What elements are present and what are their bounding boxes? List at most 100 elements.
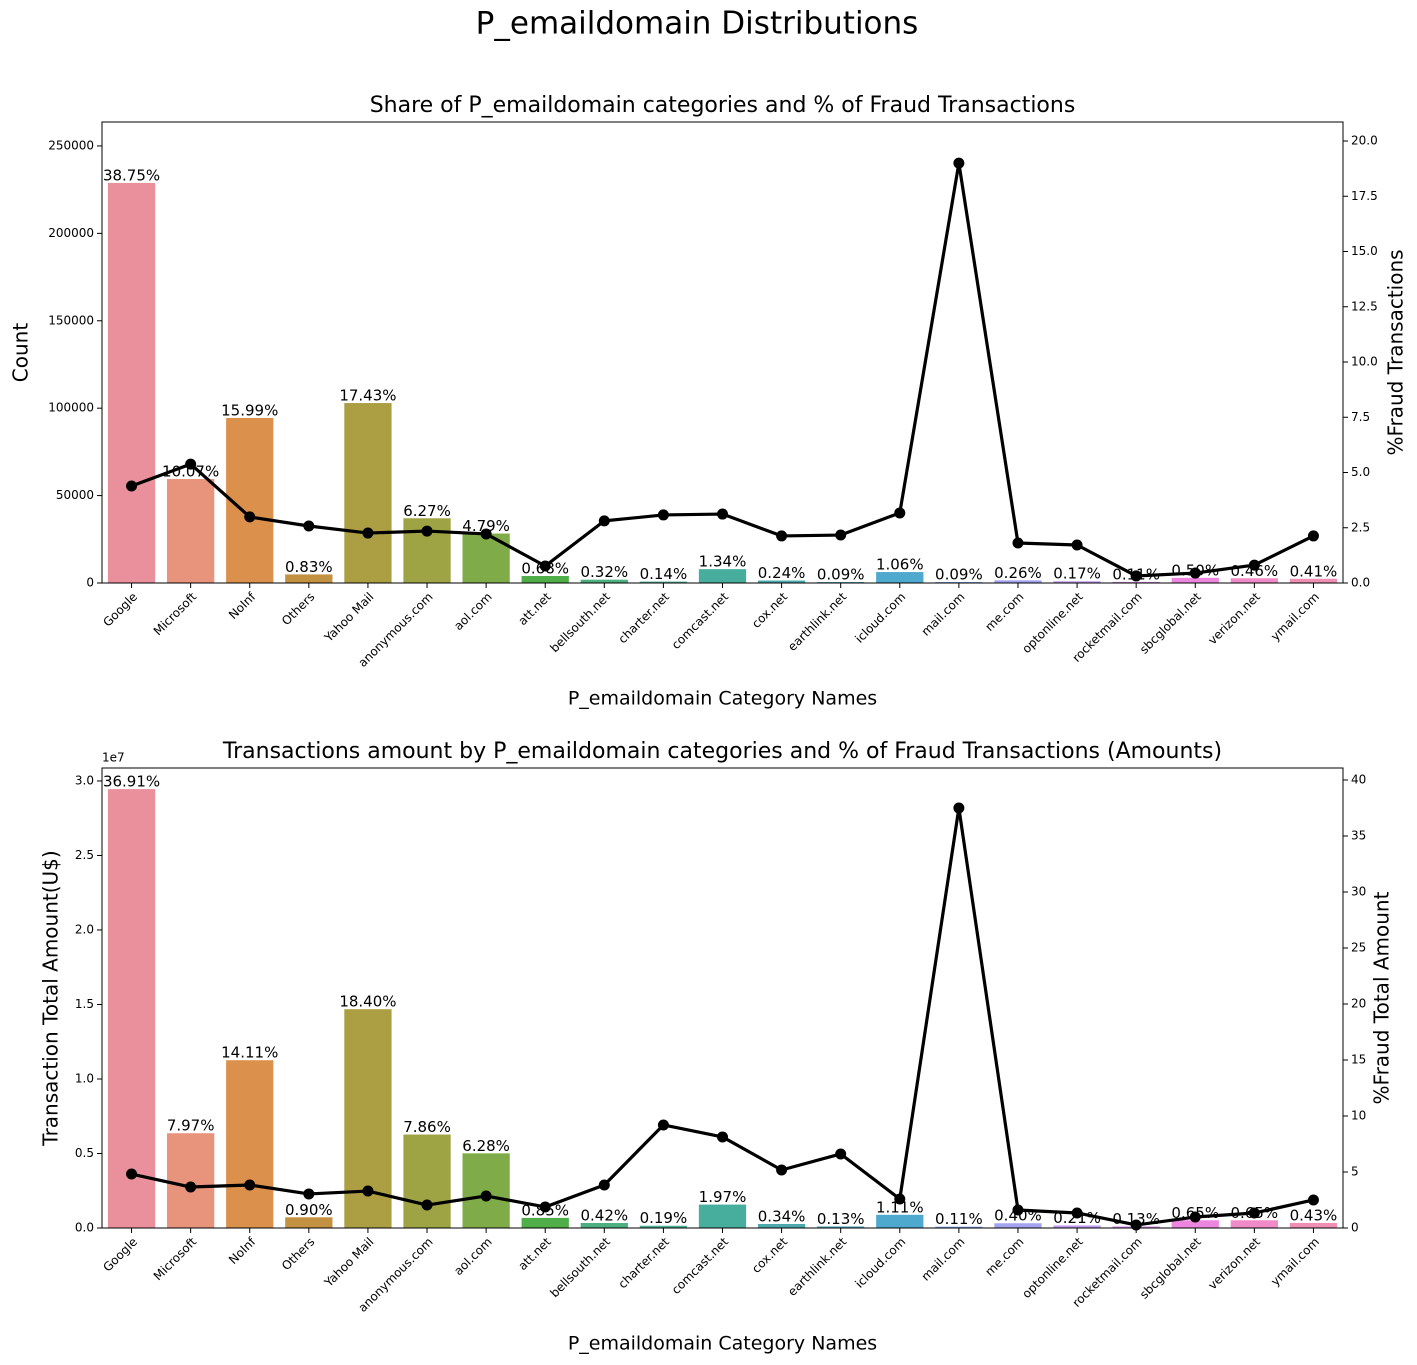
x-tick-label: Yahoo Mail [321, 1235, 377, 1291]
x-tick-label: Microsoft [151, 1234, 200, 1283]
x-tick-label: icloud.com [852, 1235, 908, 1291]
x-tick-label: aol.com [451, 1235, 494, 1278]
bar [935, 1226, 983, 1228]
x-tick-label: charter.net [615, 589, 672, 646]
fraud-point [244, 1179, 256, 1191]
bar [285, 1217, 333, 1228]
fraud-point [303, 1188, 315, 1200]
x-tick-label: ymail.com [1268, 1235, 1322, 1289]
fraud-point [362, 1185, 374, 1197]
bar [226, 417, 274, 583]
y2-axis-label: %Fraud Total Amount [1370, 891, 1394, 1104]
x-tick-label: sbcglobal.net [1137, 1234, 1204, 1301]
x-tick-label: att.net [515, 589, 554, 628]
data-label: 0.14% [640, 565, 688, 583]
fraud-point [835, 1148, 847, 1160]
data-label: 1.11% [876, 1198, 924, 1216]
bar [226, 1060, 274, 1228]
data-label: 0.17% [1053, 565, 1101, 583]
data-label: 0.34% [758, 1207, 806, 1225]
data-label: 7.86% [403, 1118, 451, 1136]
bar [1171, 1220, 1219, 1228]
data-label: 0.11% [1112, 565, 1160, 583]
data-label: 18.40% [339, 993, 396, 1011]
fraud-point [657, 1119, 669, 1131]
bar [167, 1133, 215, 1228]
y2-tick-label: 17.5 [1351, 189, 1378, 203]
bar [639, 1225, 688, 1228]
y2-tick-label: 5.0 [1351, 465, 1370, 479]
data-label: 0.65% [1231, 1204, 1279, 1222]
fraud-point [598, 1179, 610, 1191]
data-label: 6.27% [403, 502, 451, 520]
data-label: 6.28% [462, 1137, 510, 1155]
y2-tick-label: 10 [1351, 1108, 1366, 1122]
bar [876, 1214, 924, 1228]
fraud-point [1012, 1204, 1024, 1216]
fraud-point [539, 1201, 551, 1213]
x-tick-label: icloud.com [852, 590, 908, 646]
x-tick-label: verizon.net [1205, 589, 1263, 647]
data-label: 0.90% [285, 1201, 333, 1219]
x-tick-label: sbcglobal.net [1137, 589, 1204, 656]
data-label: 0.43% [1290, 1206, 1338, 1224]
bar [1289, 578, 1338, 583]
x-tick-label: Others [279, 590, 317, 628]
y2-tick-label: 0 [1351, 1221, 1359, 1235]
data-label: 0.83% [285, 558, 333, 576]
bar [1230, 578, 1278, 583]
x-tick-label: NoInf [226, 589, 259, 622]
x-tick-label: aol.com [451, 590, 494, 633]
y-tick-label: 2.5 [75, 848, 94, 862]
fraud-line [131, 806, 1314, 1227]
fraud-point [421, 525, 433, 537]
bar [817, 1226, 865, 1228]
x-axis-label: P_emaildomain Category Names [568, 1333, 877, 1355]
y-axis-label: Transaction Total Amount(U$) [39, 850, 63, 1146]
data-label: 0.40% [994, 1207, 1042, 1225]
bar [994, 1223, 1042, 1228]
y-tick-label: 2.0 [75, 922, 94, 936]
bar [167, 479, 215, 583]
bar [876, 572, 924, 583]
y2-tick-label: 10.0 [1351, 355, 1378, 369]
data-label: 0.13% [1112, 1210, 1160, 1228]
y2-tick-label: 20.0 [1351, 134, 1378, 148]
figure-title: P_emaildomain Distributions [476, 6, 919, 42]
y-tick-label: 250000 [48, 138, 94, 152]
y-tick-label: 100000 [48, 401, 94, 415]
y-tick-label: 50000 [56, 488, 94, 502]
fraud-point [835, 529, 847, 541]
x-tick-label: ymail.com [1268, 590, 1322, 644]
y2-tick-label: 7.5 [1351, 410, 1370, 424]
x-tick-label: bellsouth.net [547, 1234, 613, 1300]
x-tick-label: NoInf [226, 1234, 259, 1267]
fraud-point [1012, 537, 1024, 549]
x-tick-label: charter.net [615, 1234, 672, 1291]
y-tick-label: 1.0 [75, 1071, 94, 1085]
y2-tick-label: 5 [1351, 1164, 1359, 1178]
y2-axis-label: %Fraud Transactions [1384, 249, 1408, 455]
bar [1289, 1222, 1338, 1228]
x-tick-label: me.com [982, 590, 1026, 634]
data-label: 0.24% [758, 564, 806, 582]
fraud-point [126, 1168, 138, 1180]
fraud-point [776, 530, 788, 542]
axes-frame [101, 767, 1344, 1229]
fraud-point [1307, 530, 1319, 542]
data-label: 0.68% [521, 559, 569, 577]
y-tick-label: 0 [86, 576, 94, 590]
bar [107, 789, 156, 1228]
data-label: 1.34% [699, 553, 747, 571]
fraud-point [1071, 539, 1083, 551]
y-tick-label: 1.5 [75, 997, 94, 1011]
fraud-point [244, 511, 256, 523]
bar [639, 581, 688, 583]
x-tick-label: bellsouth.net [547, 589, 613, 655]
bar [344, 403, 392, 583]
data-label: 4.79% [462, 517, 510, 535]
fraud-point [894, 1193, 906, 1205]
y-offset-label: 1e7 [102, 751, 125, 765]
data-label: 0.46% [1231, 562, 1279, 580]
data-label: 7.97% [167, 1117, 215, 1135]
